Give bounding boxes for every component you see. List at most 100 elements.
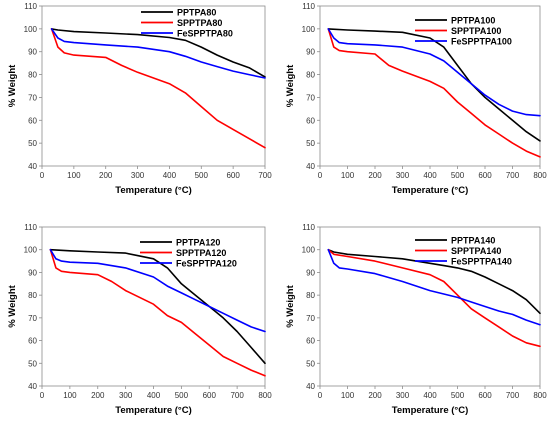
x-tick-label: 500 — [451, 391, 465, 400]
x-axis-label: Temperature (°C) — [115, 185, 191, 196]
x-tick-label: 200 — [99, 171, 113, 180]
x-tick-label: 500 — [195, 171, 209, 180]
series-line-FeSPPTPA140 — [327, 248, 541, 326]
legend-label-FeSPPTPA120: FeSPPTPA120 — [176, 259, 237, 269]
x-tick-label: 0 — [40, 391, 45, 400]
y-tick-label: 100 — [302, 25, 316, 34]
y-tick-label: 110 — [24, 2, 37, 11]
legend-label-SPPTPA120: SPPTPA120 — [176, 248, 226, 258]
y-tick-label: 80 — [306, 71, 315, 80]
y-tick-label: 80 — [28, 71, 37, 80]
x-axis-label: Temperature (°C) — [115, 405, 191, 416]
y-tick-label: 80 — [306, 291, 315, 300]
y-tick-label: 40 — [306, 382, 315, 391]
y-tick-label: 60 — [28, 337, 37, 346]
series-line-FeSPPTPA80 — [50, 28, 266, 79]
series-line-SPPTPA140 — [327, 248, 541, 348]
legend-label-SPPTPA100: SPPTPA100 — [451, 26, 501, 36]
y-axis-label: % Weight — [285, 64, 296, 107]
series-line-PPTPA80 — [50, 28, 266, 78]
x-tick-label: 800 — [533, 171, 547, 180]
x-tick-label: 300 — [119, 391, 133, 400]
legend-label-PPTPA100: PPTPA100 — [451, 16, 495, 26]
legend-label-PPTPA80: PPTPA80 — [177, 8, 216, 18]
legend-label-PPTPA120: PPTPA120 — [176, 238, 220, 248]
x-tick-label: 500 — [175, 391, 189, 400]
y-tick-label: 110 — [24, 223, 37, 232]
y-tick-label: 60 — [28, 116, 37, 125]
series-line-FeSPPTPA100 — [327, 28, 541, 117]
x-tick-label: 100 — [341, 171, 355, 180]
x-tick-label: 600 — [478, 171, 492, 180]
x-tick-label: 0 — [318, 391, 323, 400]
x-axis-label: Temperature (°C) — [392, 405, 468, 416]
y-tick-label: 100 — [24, 25, 38, 34]
x-tick-label: 200 — [368, 171, 382, 180]
series-line-SPPTPA80 — [50, 28, 266, 149]
x-tick-label: 400 — [163, 171, 177, 180]
x-tick-label: 0 — [40, 171, 45, 180]
legend-label-FeSPPTPA140: FeSPPTPA140 — [451, 257, 512, 267]
y-tick-label: 50 — [28, 139, 37, 148]
y-tick-label: 70 — [28, 314, 37, 323]
series-line-PPTPA140 — [327, 248, 541, 315]
y-tick-label: 60 — [306, 116, 315, 125]
x-tick-label: 800 — [258, 391, 272, 400]
y-tick-label: 80 — [28, 291, 37, 300]
legend-label-SPPTPA80: SPPTPA80 — [177, 18, 222, 28]
y-tick-label: 90 — [306, 268, 315, 277]
chart-panel-1: 40 50 60 70 80 90 100 110 0 100 200 300 400 500 600 700… — [7, 2, 272, 196]
y-axis-label: % Weight — [7, 284, 18, 327]
x-tick-label: 400 — [147, 391, 161, 400]
plot-area — [41, 5, 266, 167]
y-tick-label: 40 — [306, 162, 315, 171]
legend-label-PPTPA140: PPTPA140 — [451, 236, 495, 246]
y-tick-label: 50 — [306, 139, 315, 148]
x-tick-label: 600 — [203, 391, 217, 400]
x-tick-label: 700 — [506, 391, 520, 400]
legend-label-FeSPPTPA100: FeSPPTPA100 — [451, 37, 512, 47]
x-tick-label: 300 — [396, 171, 410, 180]
legend-label-SPPTPA140: SPPTPA140 — [451, 246, 501, 256]
series-line-SPPTPA120 — [49, 248, 266, 377]
series-line-PPTPA100 — [327, 28, 541, 142]
y-tick-label: 40 — [28, 382, 37, 391]
x-tick-label: 0 — [318, 171, 323, 180]
chart-panel-4: 40 50 60 70 80 90 100 110 0 100 200 300 400 500 600 700… — [285, 223, 547, 416]
chart-panel-2: 40 50 60 70 80 90 100 110 0 100 200 300 400 500 600 700… — [285, 2, 547, 196]
y-tick-label: 90 — [306, 48, 315, 57]
x-tick-label: 100 — [63, 391, 77, 400]
legend-label-FeSPPTPA80: FeSPPTPA80 — [177, 29, 233, 39]
x-tick-label: 700 — [258, 171, 272, 180]
y-tick-label: 50 — [306, 359, 315, 368]
series-line-SPPTPA100 — [327, 28, 541, 158]
chart-panel-3: 40 50 60 70 80 90 100 110 0 100 200 300 400 500 600 700… — [7, 223, 272, 416]
x-axis-label: Temperature (°C) — [392, 185, 468, 196]
y-tick-label: 50 — [28, 359, 37, 368]
y-tick-label: 90 — [28, 48, 37, 57]
x-tick-label: 700 — [230, 391, 244, 400]
x-tick-label: 100 — [341, 391, 355, 400]
x-tick-label: 800 — [533, 391, 547, 400]
y-tick-label: 110 — [302, 223, 315, 232]
y-tick-label: 100 — [24, 246, 38, 255]
series-line-PPTPA120 — [49, 248, 266, 365]
x-tick-label: 400 — [423, 171, 437, 180]
y-tick-label: 40 — [28, 162, 37, 171]
series-line-FeSPPTPA120 — [49, 248, 266, 333]
x-tick-label: 300 — [396, 391, 410, 400]
x-tick-label: 500 — [451, 171, 465, 180]
x-tick-label: 400 — [423, 391, 437, 400]
x-tick-label: 700 — [506, 171, 520, 180]
y-tick-label: 70 — [28, 93, 37, 102]
y-tick-label: 60 — [306, 337, 315, 346]
x-tick-label: 200 — [91, 391, 105, 400]
y-axis-label: % Weight — [7, 64, 18, 107]
y-tick-label: 70 — [306, 314, 315, 323]
y-axis-label: % Weight — [285, 284, 296, 327]
x-tick-label: 300 — [131, 171, 145, 180]
x-tick-label: 600 — [226, 171, 240, 180]
y-tick-label: 100 — [302, 246, 316, 255]
